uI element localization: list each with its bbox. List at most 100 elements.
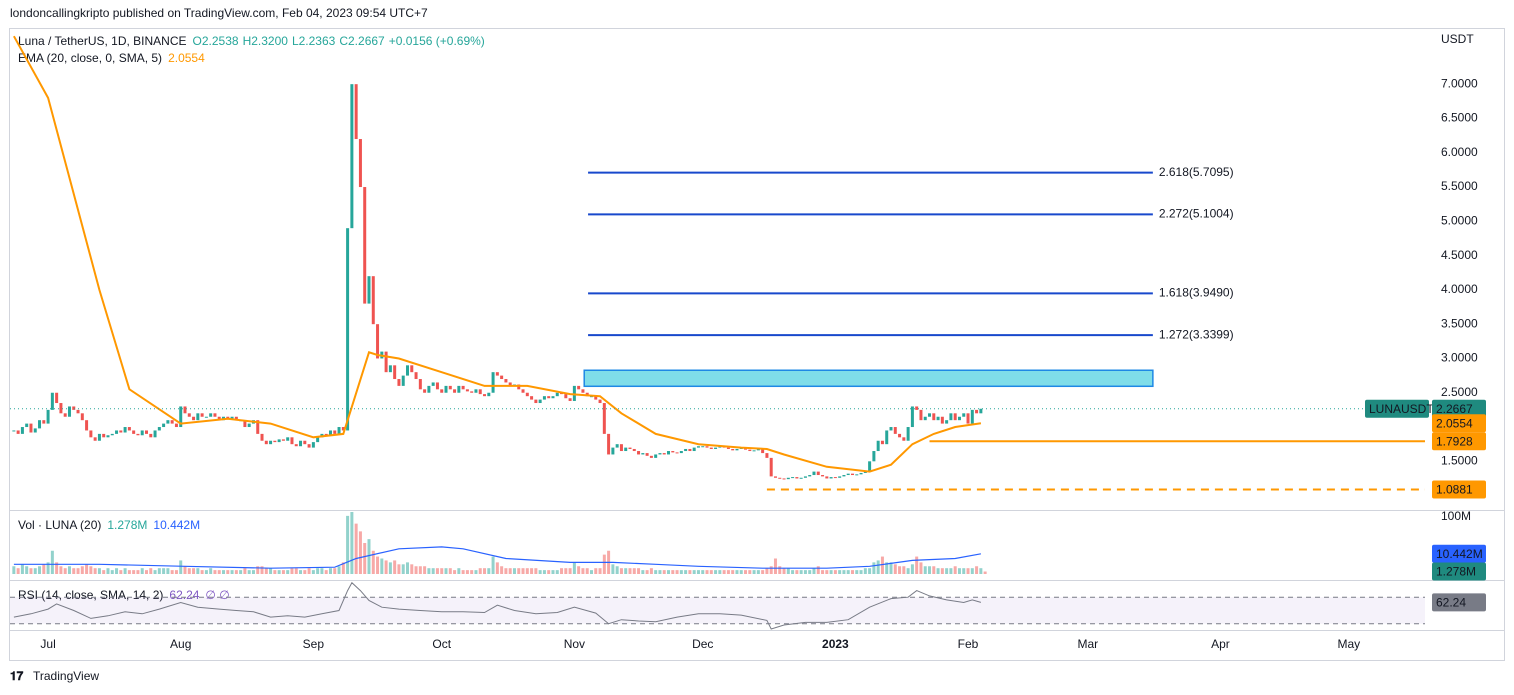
candle [530, 396, 534, 400]
volume-bar [658, 570, 662, 574]
volume-bar [568, 568, 572, 574]
rsi-extra: ∅ ∅ [205, 588, 229, 602]
candle [872, 451, 876, 462]
candle [324, 433, 328, 436]
volume-bar [380, 558, 384, 574]
volume-bar [649, 568, 653, 574]
volume-bar [915, 556, 919, 574]
volume-bar [602, 554, 606, 574]
volume-bar [850, 570, 854, 574]
candle [628, 447, 632, 449]
candle [247, 423, 251, 428]
candle [153, 430, 157, 438]
volume-title: Vol · LUNA (20) [18, 518, 101, 532]
indicator-line [13, 546, 982, 569]
volume-bar [765, 568, 769, 574]
volume-bar [192, 568, 196, 574]
volume-bar [928, 566, 932, 574]
y-tick-label: 7.0000 [1441, 76, 1478, 90]
candle [889, 427, 893, 431]
y-tick-label: 5.0000 [1441, 213, 1478, 227]
volume-bar [474, 570, 478, 574]
volume-bar [872, 562, 876, 574]
candle [949, 413, 953, 421]
volume-bar [521, 568, 525, 574]
candle [174, 423, 178, 428]
volume-bar [748, 570, 752, 574]
candle [423, 389, 427, 393]
candle [38, 420, 42, 429]
volume-bar [641, 570, 645, 574]
volume-bar [791, 570, 795, 574]
volume-bar [179, 560, 183, 574]
volume-bar [761, 570, 765, 574]
candle [508, 382, 512, 386]
volume-bar [299, 570, 303, 574]
volume-bar [230, 570, 234, 574]
badge-label: 1.7928 [1436, 434, 1473, 448]
volume-bar [598, 568, 602, 574]
volume-bar [363, 543, 367, 574]
volume-bar [423, 566, 427, 574]
candle [367, 276, 371, 304]
candle [418, 379, 422, 390]
candle [431, 382, 435, 386]
volume-bar [55, 562, 59, 574]
volume-bar [628, 568, 632, 574]
candle [286, 437, 290, 441]
candle [688, 448, 692, 452]
candle [756, 448, 760, 451]
badge-label: 62.24 [1436, 596, 1466, 610]
candle [388, 365, 392, 373]
volume-bar [478, 568, 482, 574]
candle [915, 406, 919, 410]
candle [63, 413, 67, 417]
x-tick-label: Jul [40, 637, 55, 651]
badge-label: 1.0881 [1436, 483, 1473, 497]
volume-bar [440, 568, 444, 574]
candle [829, 477, 833, 479]
fib-label: 2.618(5.7095) [1159, 165, 1234, 179]
candle [735, 448, 739, 451]
volume-bar [453, 570, 457, 574]
volume-bar [388, 562, 392, 574]
candle [448, 385, 452, 390]
volume-bar [410, 564, 414, 574]
volume-bar [149, 568, 153, 574]
candle [461, 385, 465, 390]
candle [483, 394, 487, 397]
candle [658, 453, 662, 455]
candle [89, 430, 93, 438]
symbol-title: Luna / TetherUS, 1D, BINANCE [18, 34, 187, 48]
volume-bar [72, 568, 76, 574]
volume-bar [966, 568, 970, 574]
candle [162, 423, 166, 428]
volume-bar [863, 568, 867, 574]
volume-bar [115, 568, 119, 574]
volume-bar [217, 570, 221, 574]
candle [350, 84, 354, 229]
candle [393, 365, 397, 380]
candle [127, 427, 131, 431]
y-tick-label: 4.5000 [1441, 248, 1478, 262]
volume-bar [222, 570, 226, 574]
candle [863, 471, 867, 473]
price-unit: USDT [1441, 32, 1474, 46]
price-pane [10, 35, 1425, 491]
volume-bar [846, 570, 850, 574]
candle [157, 427, 161, 431]
volume-bar [247, 570, 251, 574]
candle [354, 84, 358, 140]
candle [940, 416, 944, 424]
price-badge [1432, 414, 1486, 433]
volume-bar [174, 570, 178, 574]
candle [637, 451, 641, 455]
candle [72, 406, 76, 410]
volume-bar [679, 570, 683, 574]
volume-bar [358, 531, 362, 574]
candle [80, 413, 84, 421]
candle [619, 444, 623, 452]
candle [705, 446, 709, 448]
volume-bar [692, 570, 696, 574]
